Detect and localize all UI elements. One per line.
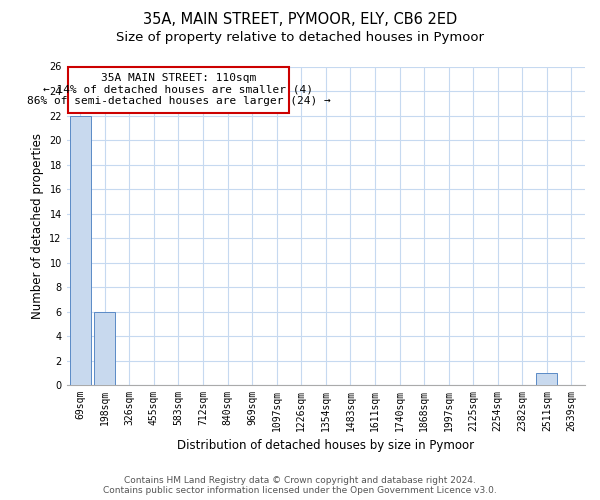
X-axis label: Distribution of detached houses by size in Pymoor: Distribution of detached houses by size … (177, 440, 475, 452)
Text: 35A MAIN STREET: 110sqm
← 14% of detached houses are smaller (4)
86% of semi-det: 35A MAIN STREET: 110sqm ← 14% of detache… (26, 73, 330, 106)
Bar (94, 312, 115, 385)
Bar (70, 116, 91, 385)
Bar (536, 373, 557, 385)
Text: Contains HM Land Registry data © Crown copyright and database right 2024.
Contai: Contains HM Land Registry data © Crown c… (103, 476, 497, 495)
FancyBboxPatch shape (68, 66, 289, 113)
Text: Size of property relative to detached houses in Pymoor: Size of property relative to detached ho… (116, 31, 484, 44)
Text: 35A, MAIN STREET, PYMOOR, ELY, CB6 2ED: 35A, MAIN STREET, PYMOOR, ELY, CB6 2ED (143, 12, 457, 28)
Y-axis label: Number of detached properties: Number of detached properties (31, 133, 44, 319)
